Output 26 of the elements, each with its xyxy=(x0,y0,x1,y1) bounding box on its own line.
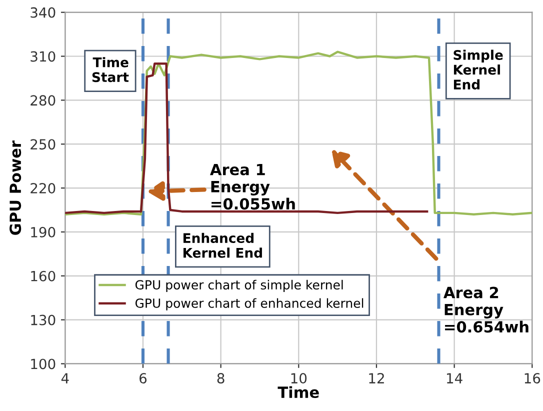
y-tick-label: 340 xyxy=(30,7,56,18)
y-tick-label: 160 xyxy=(31,270,56,282)
ref-line-label: Time Start xyxy=(92,57,129,82)
x-axis-title: Time xyxy=(278,386,319,398)
y-axis-title: GPU Power xyxy=(10,140,22,235)
x-tick-label: 16 xyxy=(524,373,540,384)
y-tick-label: 100 xyxy=(31,358,56,370)
y-tick-label: 280 xyxy=(30,95,56,106)
y-tick-label: 130 xyxy=(31,314,56,326)
x-tick-label: 4 xyxy=(61,373,69,384)
x-tick-label: 14 xyxy=(447,373,462,384)
x-tick-label: 6 xyxy=(140,373,147,384)
y-tick-label: 220 xyxy=(30,183,56,194)
x-tick-label: 12 xyxy=(369,373,384,384)
line-series xyxy=(65,50,532,216)
legend-label: GPU power chart of enhanced kernel xyxy=(135,298,364,310)
y-tick-label: 310 xyxy=(30,51,56,62)
annotation: Area 1 Energy =0.055wh xyxy=(210,164,295,210)
x-tick-label: 10 xyxy=(291,373,307,384)
x-tick-label: 8 xyxy=(217,373,224,384)
legend-label: GPU power chart of simple kernel xyxy=(135,280,343,292)
annotation: Area 2 Energy =0.654wh xyxy=(443,286,528,333)
y-tick-label: 190 xyxy=(31,226,56,238)
ref-line-label: Enhanced Kernel End xyxy=(184,232,262,258)
ref-line-label: Simple Kernel End xyxy=(454,50,503,90)
y-tick-label: 250 xyxy=(30,139,56,150)
